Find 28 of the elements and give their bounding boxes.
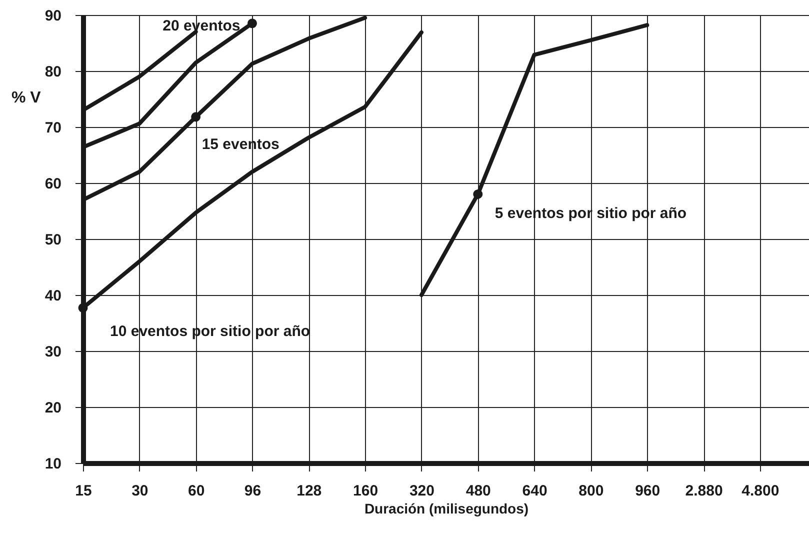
y-tick-label: 30 — [44, 344, 62, 360]
x-tick-label: 60 — [188, 482, 205, 500]
x-tick-label: 15 — [75, 482, 92, 500]
y-axis-title: % V — [12, 90, 42, 106]
y-tick-label: 90 — [44, 8, 62, 24]
x-tick-label: 96 — [244, 482, 262, 500]
x-axis-title: Duración (milisegundos) — [364, 500, 529, 516]
x-tick-label: 800 — [578, 482, 604, 500]
x-tick-label: 2.880 — [685, 482, 723, 500]
point — [191, 112, 201, 122]
y-tick-label: 10 — [44, 456, 62, 472]
x-tick-label: 160 — [353, 482, 378, 500]
x-tick-label: 30 — [132, 482, 148, 500]
x-tick-label: 320 — [409, 482, 434, 500]
x-tick-label: 4.800 — [742, 482, 780, 500]
point — [247, 18, 257, 28]
point — [78, 303, 88, 313]
y-tick-label: 70 — [44, 120, 62, 136]
y-tick-label: 50 — [44, 232, 62, 248]
x-tick-label: 480 — [466, 482, 491, 500]
x-tick-label: 960 — [635, 482, 660, 500]
point — [473, 189, 483, 199]
x-tick-label: 640 — [522, 482, 548, 500]
y-tick-label: 40 — [44, 288, 62, 304]
x-tick-label: 128 — [296, 482, 322, 500]
y-tick-label: 60 — [44, 176, 62, 192]
y-tick-label: 20 — [44, 400, 62, 416]
y-tick-label: 80 — [44, 64, 62, 80]
